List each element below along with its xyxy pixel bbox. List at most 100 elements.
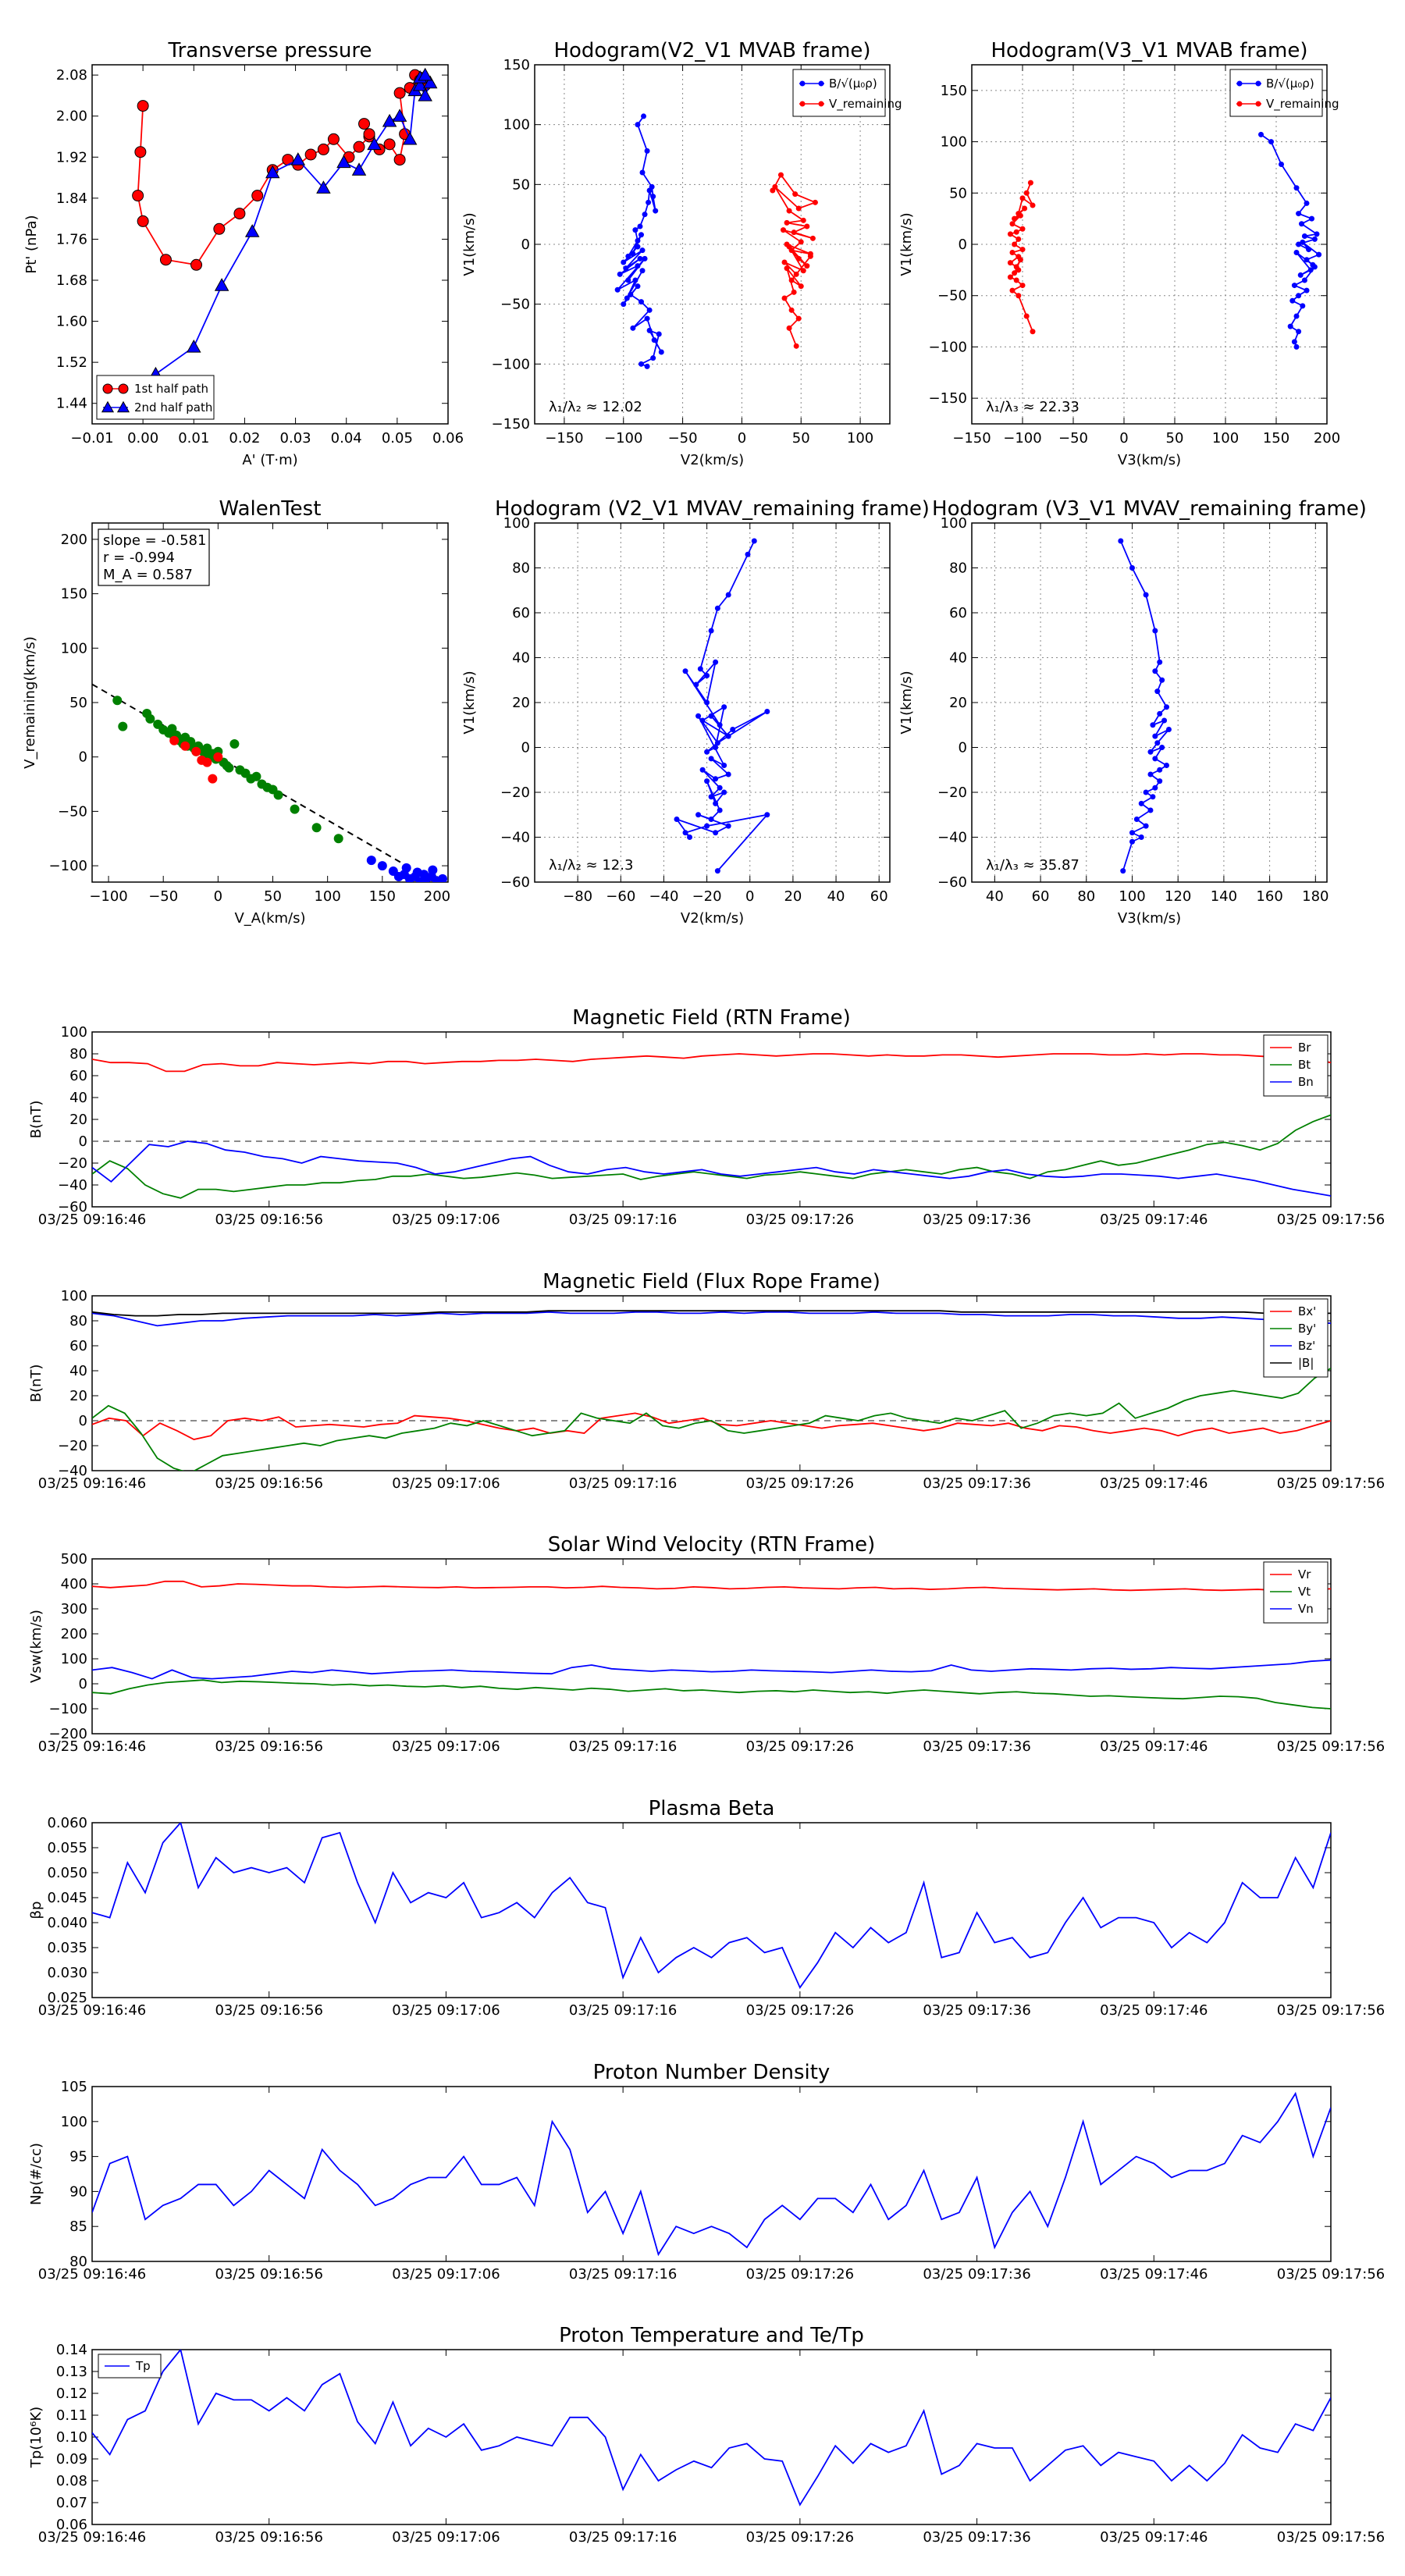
x-tick-label: −50 xyxy=(148,888,178,905)
data-point xyxy=(1157,710,1163,717)
data-point xyxy=(646,187,653,194)
y-tick-label: −50 xyxy=(58,803,87,820)
y-axis-label: B(nT) xyxy=(28,1101,44,1139)
data-point xyxy=(637,255,643,262)
x-axis-label: A' (T·m) xyxy=(242,452,297,468)
y-tick-label: 105 xyxy=(61,2079,87,2095)
y-tick-label: 0.09 xyxy=(56,2451,87,2467)
y-tick-label: 40 xyxy=(512,650,530,667)
data-point xyxy=(1120,868,1126,874)
legend-marker xyxy=(799,101,806,107)
data-point xyxy=(714,740,720,746)
y-tick-label: −50 xyxy=(937,288,967,304)
y-tick-label: 100 xyxy=(503,117,530,133)
data-point xyxy=(623,265,629,272)
series-line-tp xyxy=(92,2350,1331,2507)
data-point xyxy=(714,868,720,874)
x-tick-label: 0.01 xyxy=(178,430,209,447)
data-point xyxy=(180,741,190,751)
data-point xyxy=(721,763,727,768)
y-tick-label: 0 xyxy=(959,237,967,253)
data-point xyxy=(641,113,647,119)
data-point xyxy=(1147,771,1154,777)
data-point xyxy=(653,208,659,214)
data-point xyxy=(1129,565,1135,571)
data-point xyxy=(630,251,636,257)
chart-hodogram-v2v1-mvab: −150 −100 −50 0 50 100 150 −150 −100 −50 0 50 100 Hod… xyxy=(461,39,902,468)
x-tick-label: −20 xyxy=(692,888,722,905)
data-point xyxy=(102,383,113,394)
data-point xyxy=(1152,785,1158,791)
data-point xyxy=(635,263,641,269)
data-point xyxy=(1299,221,1304,227)
series-line-b xyxy=(92,1310,1331,1317)
data-point xyxy=(1009,221,1016,227)
y-tick-label: 80 xyxy=(69,1046,87,1062)
plot-area xyxy=(92,683,447,882)
data-point xyxy=(1030,202,1036,208)
data-point xyxy=(708,817,714,822)
data-point xyxy=(1009,287,1016,294)
data-point xyxy=(721,704,727,710)
legend-label: 1st half path xyxy=(134,382,208,396)
y-axis-label: V1(km/s) xyxy=(461,212,478,276)
y-tick-label: 1.60 xyxy=(56,314,87,330)
data-point xyxy=(1293,343,1300,350)
y-tick-label: 0.12 xyxy=(56,2386,87,2402)
y-tick-label: 20 xyxy=(69,1388,87,1404)
data-point xyxy=(428,865,438,875)
x-tick-label: 03/25 09:16:56 xyxy=(215,1475,322,1492)
y-axis-label: Pt' (nPa) xyxy=(23,215,40,273)
x-tick-label: 0.04 xyxy=(331,430,362,447)
y-tick-label: 100 xyxy=(61,1651,87,1667)
data-point xyxy=(1165,727,1172,732)
data-point xyxy=(1311,264,1318,270)
plot-area xyxy=(674,538,770,874)
data-point xyxy=(632,277,638,283)
data-point xyxy=(1296,293,1302,299)
data-point xyxy=(621,259,627,265)
y-tick-label: 1.52 xyxy=(56,354,87,371)
data-point xyxy=(134,146,147,158)
chart-title: Magnetic Field (RTN Frame) xyxy=(572,1006,851,1030)
data-point xyxy=(1301,277,1307,283)
data-point xyxy=(1296,329,1302,335)
data-point xyxy=(1258,131,1264,137)
x-tick-label: 03/25 09:17:26 xyxy=(746,1475,854,1492)
data-point xyxy=(132,190,144,202)
y-tick-label: 300 xyxy=(61,1601,87,1617)
data-point xyxy=(1129,838,1135,845)
stats-box xyxy=(98,528,210,586)
x-tick-label: 03/25 09:17:06 xyxy=(392,1738,500,1755)
y-tick-label: 0.11 xyxy=(56,2407,87,2424)
y-tick-label: 0 xyxy=(959,740,967,756)
data-point xyxy=(792,191,799,197)
x-tick-label: 100 xyxy=(847,430,873,447)
y-tick-label: 80 xyxy=(512,560,530,577)
legend-label: B/√(μ₀ρ) xyxy=(829,76,877,91)
data-point xyxy=(290,804,300,814)
axes-frame xyxy=(534,64,891,425)
y-tick-label: 0 xyxy=(521,740,530,756)
data-point xyxy=(1296,241,1302,247)
y-tick-label: 50 xyxy=(69,695,87,711)
y-tick-label: 0 xyxy=(79,1133,87,1150)
data-point xyxy=(795,205,802,212)
data-point xyxy=(112,696,123,706)
data-point xyxy=(644,148,650,154)
x-tick-label: 03/25 09:17:16 xyxy=(569,2529,677,2546)
x-tick-label: 03/25 09:17:06 xyxy=(392,1212,500,1228)
data-point xyxy=(208,774,218,784)
y-tick-label: −60 xyxy=(937,874,967,891)
x-tick-label: 200 xyxy=(1314,430,1340,447)
data-point xyxy=(392,109,407,122)
y-tick-label: 20 xyxy=(949,695,967,711)
data-point xyxy=(1300,303,1306,309)
data-point xyxy=(1133,817,1140,822)
data-point xyxy=(1012,270,1018,276)
legend-label: Bn xyxy=(1298,1075,1314,1089)
data-point xyxy=(1017,257,1023,263)
data-point xyxy=(1291,339,1297,345)
data-point xyxy=(1159,677,1165,683)
data-point xyxy=(713,800,719,806)
